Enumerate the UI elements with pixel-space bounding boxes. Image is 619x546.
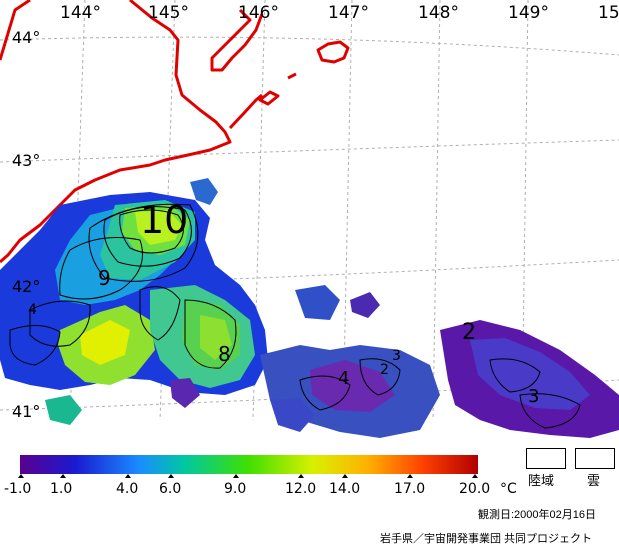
longitude-label-144: 144° xyxy=(60,3,101,23)
colorbar-tick-label: 14.0 xyxy=(329,481,361,497)
longitude-label-145: 145° xyxy=(148,3,189,23)
latitude-label-42: 42° xyxy=(12,277,41,296)
legend-cloud-swatch xyxy=(575,448,615,469)
colorbar-tick-label: 6.0 xyxy=(159,481,182,497)
longitude-label-146: 146° xyxy=(238,3,279,23)
legend-cloud-label: 雲 xyxy=(587,473,601,488)
contour-label-3b: 3 xyxy=(392,348,401,364)
latitude-label-43: 43° xyxy=(12,151,41,170)
colorbar-tick-label: -1.0 xyxy=(4,481,32,497)
colorbar-unit: °C xyxy=(500,481,517,497)
colorbar xyxy=(20,455,478,474)
contour-label-8: 8 xyxy=(218,342,231,366)
contour-label-10: 10 xyxy=(140,198,189,242)
colorbar-tick-label: 12.0 xyxy=(285,481,317,497)
colorbar-tick-label: 4.0 xyxy=(116,481,139,497)
contour-label-4: 4 xyxy=(338,368,350,389)
colorbar-tick-label: 1.0 xyxy=(50,481,73,497)
legend-land-swatch xyxy=(526,448,566,469)
latitude-label-41: 41° xyxy=(12,402,41,421)
isotherm-contours xyxy=(9,203,581,429)
contour-label-3: 3 xyxy=(528,386,540,407)
latitude-label-44: 44° xyxy=(12,28,41,47)
longitude-label-149: 149° xyxy=(508,3,549,23)
colorbar-tick-label: 17.0 xyxy=(394,481,426,497)
longitude-label-150: 15 xyxy=(598,3,619,23)
longitude-label-147: 147° xyxy=(328,3,369,23)
longitude-label-148: 148° xyxy=(418,3,459,23)
contour-label-2b: 2 xyxy=(380,362,389,378)
sst-patches xyxy=(0,178,619,438)
contour-label-2: 2 xyxy=(462,320,476,345)
colorbar-tick-marks xyxy=(18,474,478,478)
credit-text: 岩手県／宇宙開発事業団 共同プロジェクト xyxy=(380,533,593,545)
colorbar-tick-label: 9.0 xyxy=(224,481,247,497)
legend-land-label: 陸域 xyxy=(528,473,555,488)
contour-label-9: 9 xyxy=(98,266,111,290)
observation-date: 観測日:2000年02月16日 xyxy=(478,509,596,521)
colorbar-tick-label: 20.0 xyxy=(459,481,491,497)
contour-label-4b: 4 xyxy=(28,302,37,318)
coastline xyxy=(0,0,350,264)
